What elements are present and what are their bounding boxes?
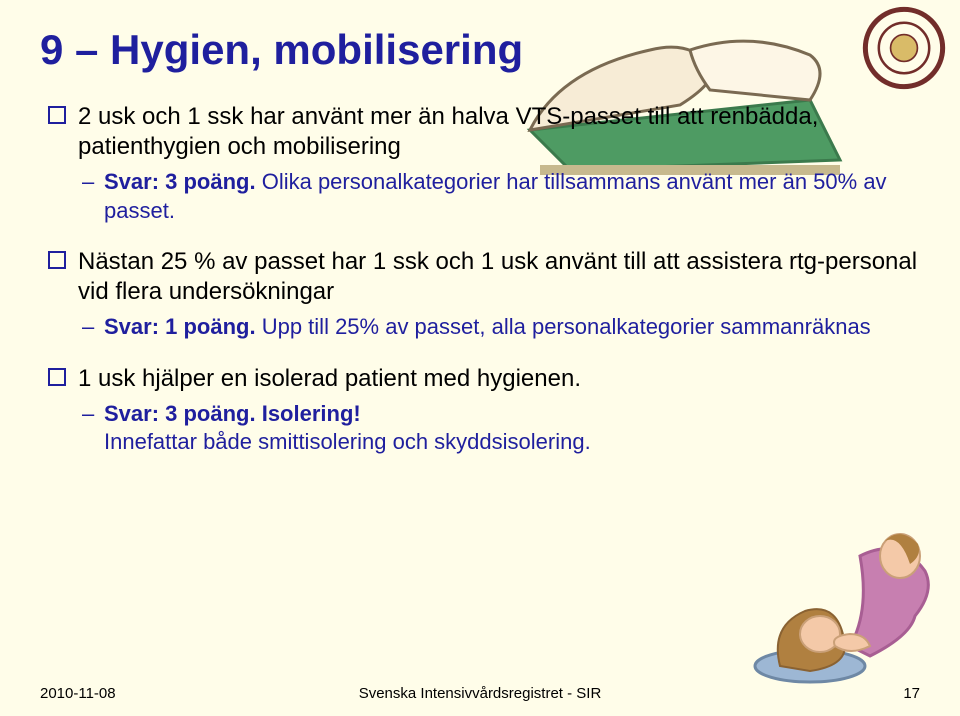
bullet-3-mid: Isolering! [256,401,361,426]
bullet-1-text: 2 usk och 1 ssk har använt mer än halva … [78,103,818,160]
bullet-3-text: 1 usk hjälper en isolerad patient med hy… [78,365,581,392]
seal-icon [862,6,946,90]
bullet-3: 1 usk hjälper en isolerad patient med hy… [48,364,920,457]
bullet-2-answer: Svar: 1 poäng. [104,314,256,339]
footer-center: Svenska Intensivvårdsregistret - SIR [40,685,920,702]
bullet-1-sub: Svar: 3 poäng. Olika personalkategorier … [82,168,920,225]
slide: 9 – Hygien, mobilisering 2 usk och 1 ssk… [0,0,960,716]
bullet-2-text: Nästan 25 % av passet har 1 ssk och 1 us… [78,248,917,305]
bullet-3-expl: Innefattar både smittisolering och skydd… [104,429,591,454]
bullet-list: 2 usk och 1 ssk har använt mer än halva … [48,102,920,457]
bullet-3-answer: Svar: 3 poäng. [104,401,256,426]
footer: 2010-11-08 Svenska Intensivvårdsregistre… [40,685,920,702]
bullet-2-expl: Upp till 25% av passet, alla personalkat… [256,314,871,339]
hairwash-illustration [750,516,940,686]
bullet-1-answer: Svar: 3 poäng. [104,169,256,194]
bullet-3-sub: Svar: 3 poäng. Isolering! Innefattar båd… [82,400,920,457]
bullet-2: Nästan 25 % av passet har 1 ssk och 1 us… [48,247,920,342]
bullet-2-sub: Svar: 1 poäng. Upp till 25% av passet, a… [82,313,920,342]
bullet-1: 2 usk och 1 ssk har använt mer än halva … [48,102,920,225]
